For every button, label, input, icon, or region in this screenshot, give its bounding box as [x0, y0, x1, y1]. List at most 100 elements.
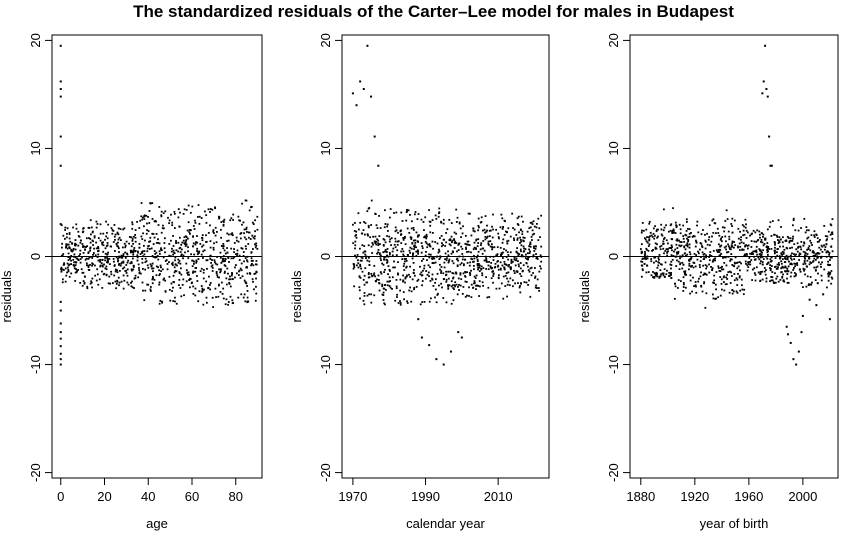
residual-point: [734, 244, 737, 247]
residual-point: [705, 254, 708, 257]
residual-point: [89, 219, 92, 222]
residual-point: [194, 221, 197, 224]
y-tick-label: 20: [318, 33, 333, 47]
residual-point: [818, 252, 821, 255]
residual-point: [492, 275, 495, 277]
residual-point: [648, 220, 651, 223]
residual-point: [89, 247, 92, 250]
outlier-point: [59, 44, 62, 47]
residual-point: [447, 284, 449, 286]
residual-point: [766, 262, 769, 265]
residual-point: [360, 267, 363, 270]
residual-point: [82, 252, 85, 254]
residual-point: [104, 238, 106, 241]
residual-point: [168, 219, 171, 222]
residual-point: [157, 224, 160, 226]
residual-point: [250, 260, 253, 262]
residual-point: [452, 277, 454, 280]
residual-point: [507, 271, 510, 274]
residual-point: [149, 248, 151, 250]
residual-point: [481, 272, 484, 275]
residual-point: [535, 245, 537, 248]
residual-point: [720, 282, 723, 285]
residual-point: [448, 218, 451, 221]
residual-point: [786, 258, 789, 261]
residual-point: [503, 260, 506, 263]
residual-point: [450, 252, 453, 255]
residual-point: [647, 245, 650, 247]
residual-point: [154, 256, 157, 259]
residual-point: [477, 226, 480, 229]
residual-point: [396, 272, 399, 275]
residual-point: [492, 213, 494, 216]
residual-point: [492, 281, 494, 284]
residual-point: [219, 251, 222, 254]
residual-point: [656, 228, 658, 231]
residual-point: [522, 255, 525, 258]
residual-point: [645, 258, 647, 261]
residual-point: [429, 221, 432, 223]
residual-point: [399, 229, 402, 232]
residual-point: [748, 261, 750, 263]
residual-point: [519, 239, 522, 241]
residual-point: [125, 264, 128, 266]
residual-point: [532, 254, 535, 256]
residual-point: [122, 253, 125, 255]
residual-point: [456, 264, 459, 267]
residual-point: [99, 239, 102, 242]
residual-point: [771, 220, 774, 222]
residual-point: [72, 226, 74, 229]
residual-point: [706, 232, 708, 235]
residual-point: [206, 267, 208, 270]
residual-point: [452, 299, 455, 302]
residual-point: [144, 268, 147, 271]
residual-point: [684, 270, 687, 273]
residual-point: [470, 234, 473, 237]
residual-point: [820, 255, 823, 258]
residual-point: [360, 259, 363, 262]
outlier-point: [59, 352, 62, 355]
residual-point: [697, 231, 700, 234]
outlier-point: [59, 363, 62, 366]
residual-point: [222, 221, 225, 223]
residual-point: [379, 271, 382, 273]
residual-point: [770, 275, 773, 278]
residual-point: [725, 240, 727, 243]
residual-point: [164, 210, 167, 213]
residual-point: [87, 226, 90, 229]
residual-point: [669, 224, 672, 227]
residual-point: [659, 245, 661, 248]
residual-point: [453, 231, 456, 234]
residual-point: [731, 225, 733, 228]
residual-point: [180, 273, 183, 276]
residual-point: [475, 239, 478, 242]
residual-point: [534, 275, 537, 278]
residual-point: [480, 221, 483, 223]
residual-point: [79, 241, 82, 244]
residual-point: [531, 223, 534, 226]
residual-point: [485, 267, 488, 270]
outlier-point: [815, 304, 818, 307]
residual-point: [749, 263, 752, 266]
residual-point: [786, 273, 789, 275]
residual-point: [683, 240, 686, 243]
outlier-point: [768, 135, 771, 138]
residual-point: [224, 252, 227, 255]
residual-point: [477, 229, 479, 232]
residual-point: [779, 278, 782, 281]
residual-point: [689, 274, 692, 277]
residual-point: [671, 231, 674, 233]
residual-point: [368, 293, 370, 296]
residual-point: [805, 265, 808, 268]
residual-point: [376, 252, 378, 255]
residual-point: [240, 293, 243, 296]
residual-point: [222, 247, 225, 250]
residual-point: [243, 236, 246, 239]
residual-point: [226, 232, 229, 235]
residual-point: [518, 231, 520, 234]
residual-point: [761, 261, 764, 263]
residual-point: [155, 251, 158, 254]
residual-point: [83, 281, 86, 284]
residual-point: [424, 236, 427, 238]
residual-point: [184, 251, 186, 254]
